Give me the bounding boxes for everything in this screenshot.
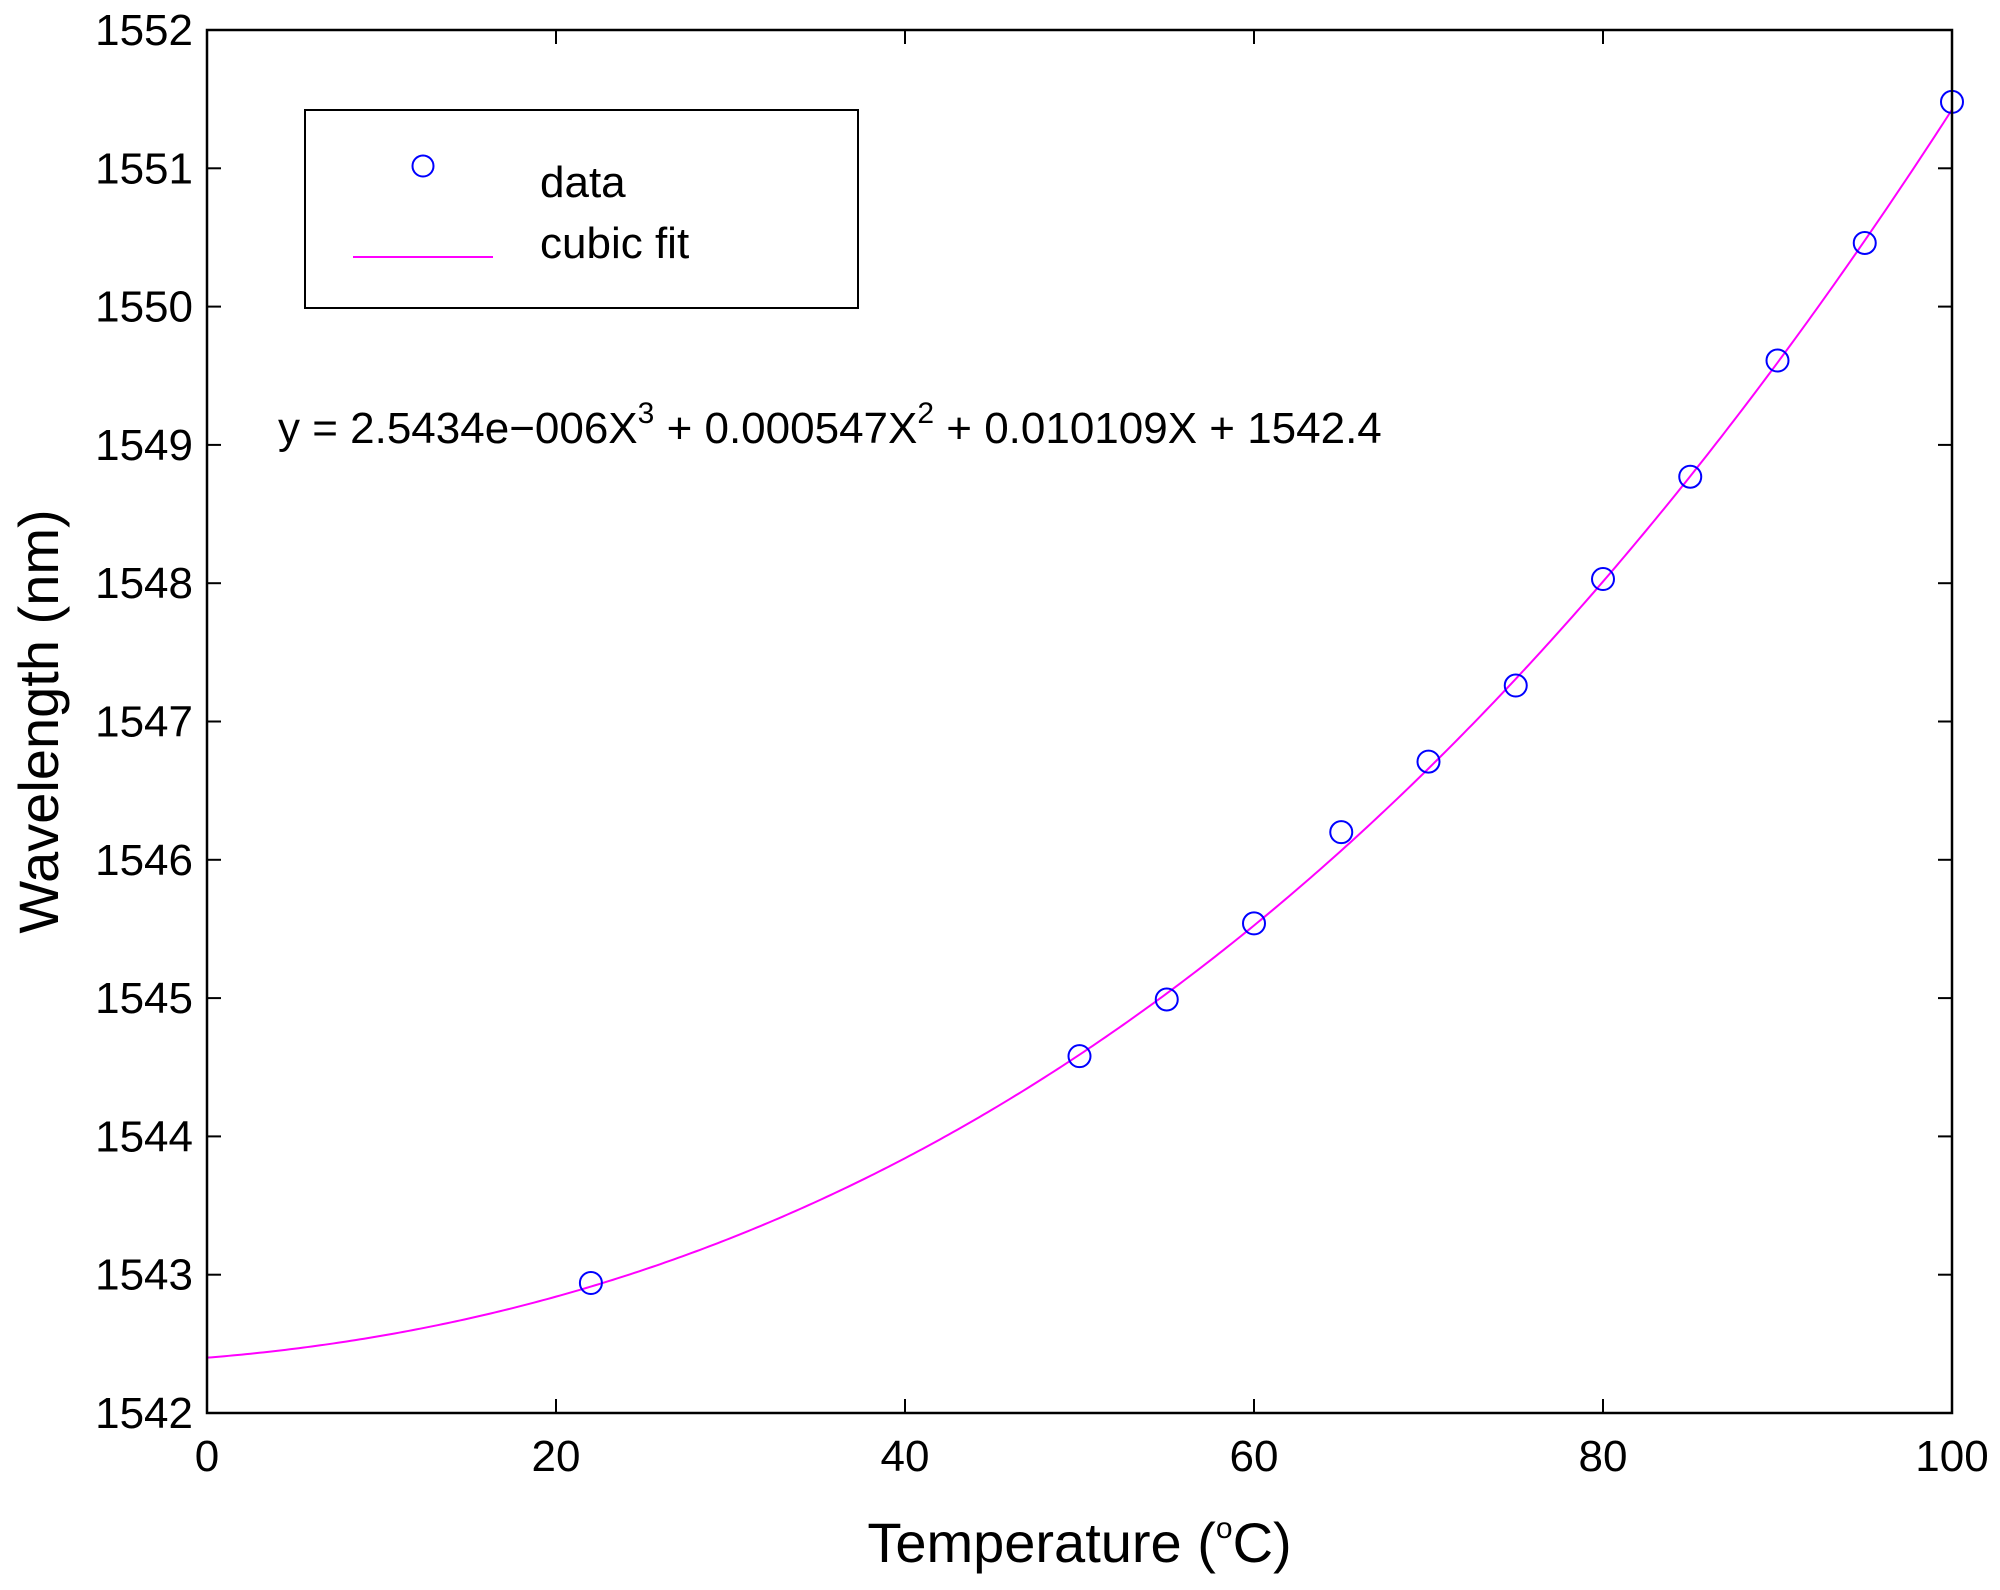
y-tick-label: 1544 bbox=[95, 1112, 193, 1161]
data-point bbox=[1067, 1044, 1092, 1069]
data-point bbox=[578, 1270, 603, 1295]
data-point bbox=[1154, 987, 1179, 1012]
legend-label-data: data bbox=[540, 158, 626, 207]
cubic-fit-line bbox=[206, 109, 1953, 1359]
data-point bbox=[1765, 348, 1790, 373]
y-tick-label: 1552 bbox=[95, 6, 193, 55]
y-tick-label: 1548 bbox=[95, 559, 193, 608]
y-tick-label: 1542 bbox=[95, 1389, 193, 1438]
y-tick-label: 1550 bbox=[95, 283, 193, 332]
plot-frame bbox=[205, 28, 1954, 1415]
x-tick-label: 20 bbox=[532, 1432, 581, 1481]
data-points bbox=[578, 89, 1964, 1295]
data-point bbox=[1503, 673, 1528, 698]
legend-box bbox=[304, 109, 859, 309]
x-tick-label: 100 bbox=[1915, 1432, 1988, 1481]
legend-marker-data bbox=[411, 154, 435, 178]
legend: data cubic fit bbox=[304, 109, 859, 309]
legend-label-cubic-fit: cubic fit bbox=[540, 219, 689, 268]
y-tick-label: 1551 bbox=[95, 144, 193, 193]
data-point bbox=[1591, 567, 1615, 592]
x-tick-label: 80 bbox=[1579, 1432, 1628, 1481]
x-tick-labels: 0 20 40 60 80 100 bbox=[195, 1432, 1989, 1481]
fit-equation: y = 2.5434e−006X3 + 0.000547X2 + 0.01010… bbox=[278, 397, 1382, 453]
data-point bbox=[1416, 749, 1441, 774]
data-point bbox=[1678, 464, 1703, 489]
x-tick-label: 40 bbox=[881, 1432, 930, 1481]
data-point bbox=[1242, 911, 1266, 936]
data-point bbox=[1852, 230, 1877, 255]
data-point bbox=[1329, 820, 1354, 845]
x-axis-title: Temperature (oC) bbox=[867, 1511, 1291, 1574]
y-tick-label: 1547 bbox=[95, 698, 193, 747]
x-tick-label: 0 bbox=[195, 1432, 219, 1481]
y-tick-label: 1543 bbox=[95, 1251, 193, 1300]
y-tick-labels: 1542 1543 1544 1545 1546 1547 1548 1549 1550 1551… bbox=[95, 6, 193, 1438]
y-axis-title: Wavelength (nm) bbox=[7, 509, 70, 933]
y-tick-label: 1546 bbox=[95, 836, 193, 885]
y-tick-label: 1545 bbox=[95, 974, 193, 1023]
x-tick-label: 60 bbox=[1230, 1432, 1279, 1481]
y-tick-label: 1549 bbox=[95, 421, 193, 470]
